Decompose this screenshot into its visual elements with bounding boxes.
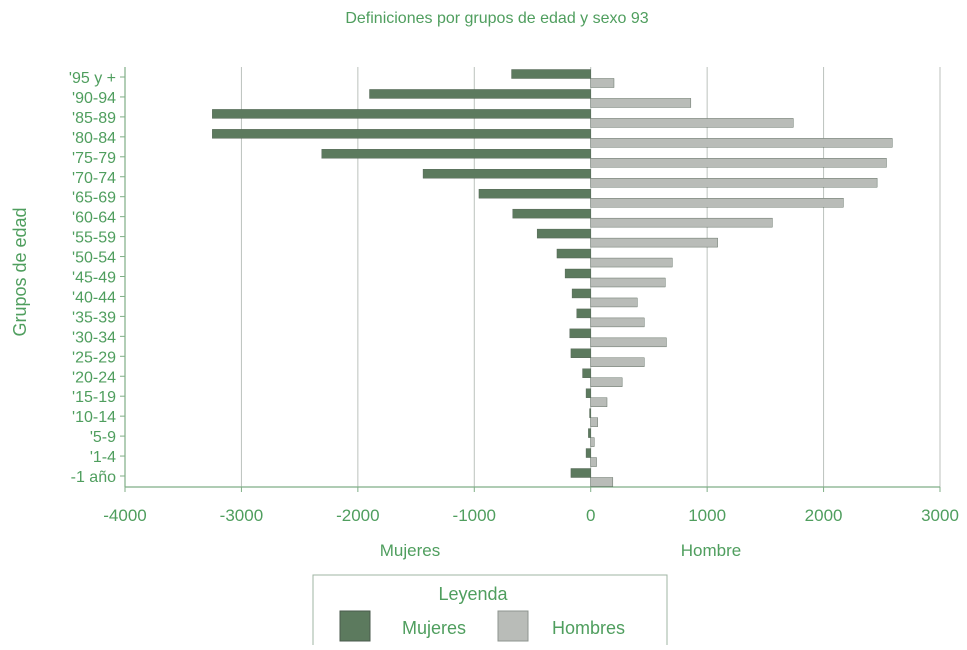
bar-mujeres-4	[321, 149, 591, 159]
bar-hombres-8	[590, 237, 718, 248]
y-tick-label: '45-49	[72, 270, 116, 287]
y-axis-label: Grupos de edad	[10, 207, 30, 336]
y-tick-label: '65-69	[72, 190, 116, 207]
legend-box	[312, 574, 668, 650]
bar-mujeres-2	[212, 109, 591, 119]
y-tick-label: '40-44	[72, 289, 116, 306]
bar-hombres-6	[590, 197, 844, 208]
bar-mujeres-20	[570, 468, 591, 478]
bar-hombres-4	[590, 158, 887, 168]
bar-hombres-17	[590, 417, 598, 427]
y-tick-label: -1 año	[71, 469, 116, 486]
y-tick-label: '50-54	[72, 250, 116, 267]
bar-mujeres-19	[585, 448, 591, 458]
bar-hombres-18	[590, 437, 595, 447]
bar-hombres-20	[590, 477, 614, 487]
y-tick-label: '10-14	[72, 409, 116, 426]
bar-hombres-13	[590, 337, 667, 348]
legend-swatch-mujeres	[339, 610, 371, 642]
y-tick-label: '35-39	[72, 309, 116, 326]
bar-mujeres-13	[569, 328, 591, 339]
bar-mujeres-10	[564, 268, 591, 279]
y-tick-label: '95 y +	[69, 70, 116, 87]
legend-swatch-hombres	[497, 610, 529, 642]
x-tick-label: 1000	[688, 506, 726, 525]
bar-mujeres-16	[585, 388, 591, 398]
bar-mujeres-15	[582, 368, 591, 378]
x-tick-label: 3000	[921, 506, 959, 525]
bar-hombres-16	[590, 397, 608, 407]
y-tick-label: '20-24	[72, 369, 116, 386]
x-tick-label: -2000	[336, 506, 379, 525]
bar-hombres-19	[590, 457, 597, 467]
bar-hombres-5	[590, 178, 878, 188]
y-tick-label: '1-4	[90, 449, 116, 466]
chart-title: Definiciones por grupos de edad y sexo 9…	[345, 10, 648, 27]
bar-hombres-3	[590, 138, 893, 148]
y-tick-label: '25-29	[72, 349, 116, 366]
legend: Leyenda Mujeres Hombres	[312, 574, 668, 650]
bar-mujeres-17	[589, 408, 591, 418]
bar-mujeres-5	[422, 169, 591, 179]
x-tick-label: -3000	[220, 506, 263, 525]
bar-hombres-7	[590, 217, 773, 228]
bar-mujeres-18	[588, 428, 591, 438]
y-tick-label: '30-34	[72, 329, 116, 346]
bar-hombres-12	[590, 317, 645, 328]
bar-mujeres-9	[556, 248, 591, 259]
bar-hombres-11	[590, 297, 638, 308]
y-tick-label: '5-9	[90, 429, 116, 446]
x-axis-label-hombre: Hombre	[681, 541, 741, 560]
x-tick-label: -1000	[453, 506, 496, 525]
y-tick-label: '75-79	[72, 150, 116, 167]
legend-label-hombres: Hombres	[552, 618, 625, 638]
x-tick-label: 2000	[805, 506, 843, 525]
bar-hombres-14	[590, 357, 645, 367]
bar-mujeres-14	[570, 348, 591, 358]
tick-labels: -4000 -3000 -2000 -1000 0 1000 2000 3000 '95 y +…	[69, 70, 959, 525]
legend-label-mujeres: Mujeres	[402, 618, 466, 638]
x-tick-label: 0	[586, 506, 595, 525]
bar-mujeres-1	[369, 89, 591, 99]
y-tick-label: '15-19	[72, 389, 116, 406]
y-tick-label: '60-64	[72, 210, 116, 227]
y-tick-label: '70-74	[72, 170, 116, 187]
bar-hombres-15	[590, 377, 623, 387]
bar-mujeres-8	[536, 228, 591, 239]
legend-title: Leyenda	[438, 584, 508, 604]
y-tick-label: '90-94	[72, 90, 116, 107]
bar-mujeres-7	[512, 208, 591, 219]
bar-hombres-2	[590, 118, 794, 128]
bar-hombres-10	[590, 277, 666, 288]
axes	[120, 67, 941, 492]
bar-hombres-0	[590, 78, 615, 88]
y-tick-label: '80-84	[72, 130, 116, 147]
bar-mujeres-12	[576, 308, 591, 319]
bar-mujeres-11	[571, 288, 591, 299]
y-tick-label: '85-89	[72, 110, 116, 127]
bar-hombres-1	[590, 98, 692, 108]
bar-hombres-9	[590, 257, 673, 268]
x-axis-label-mujeres: Mujeres	[380, 541, 440, 560]
x-tick-label: -4000	[103, 506, 146, 525]
y-tick-label: '55-59	[72, 230, 116, 247]
bars	[212, 69, 893, 487]
bar-mujeres-0	[511, 69, 591, 79]
bar-mujeres-3	[212, 129, 591, 139]
bar-mujeres-6	[478, 188, 591, 199]
